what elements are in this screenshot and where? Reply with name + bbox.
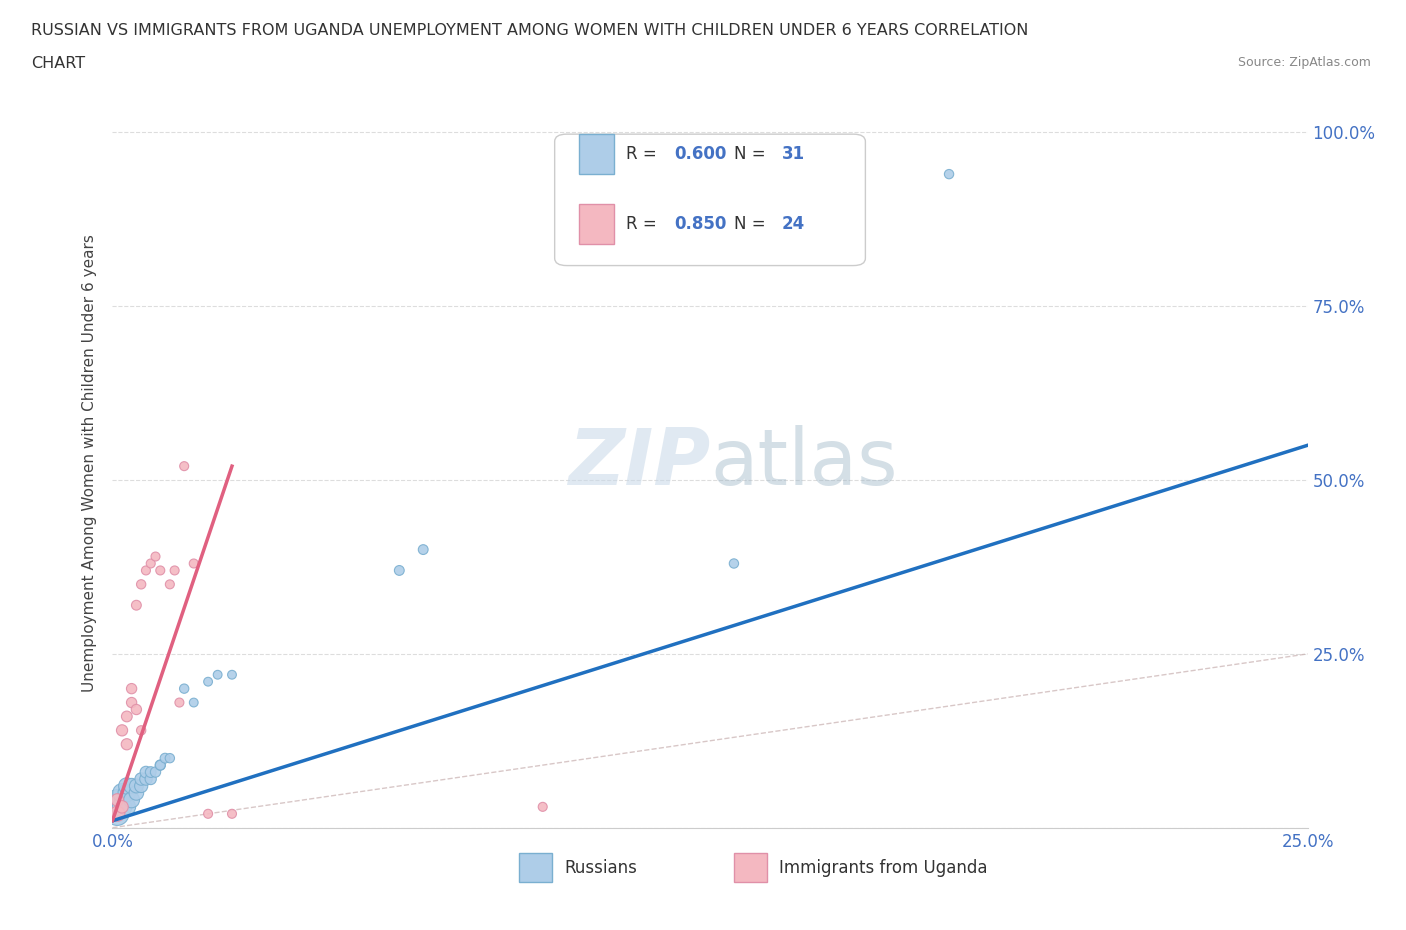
Point xyxy=(105,806,128,821)
Text: 0.850: 0.850 xyxy=(675,215,727,232)
Point xyxy=(115,800,138,815)
Point xyxy=(125,702,148,717)
Point xyxy=(149,758,172,773)
Text: CHART: CHART xyxy=(31,56,84,71)
Point xyxy=(183,556,205,571)
Point xyxy=(105,792,128,807)
Point xyxy=(159,577,181,591)
Point xyxy=(121,681,143,696)
FancyBboxPatch shape xyxy=(579,204,614,244)
Text: N =: N = xyxy=(734,215,770,232)
Point xyxy=(115,709,138,724)
FancyBboxPatch shape xyxy=(519,853,553,883)
Point xyxy=(173,458,195,473)
Text: RUSSIAN VS IMMIGRANTS FROM UGANDA UNEMPLOYMENT AMONG WOMEN WITH CHILDREN UNDER 6: RUSSIAN VS IMMIGRANTS FROM UGANDA UNEMPL… xyxy=(31,23,1028,38)
Point xyxy=(111,800,134,815)
Point xyxy=(412,542,434,557)
FancyBboxPatch shape xyxy=(579,134,614,174)
Point xyxy=(129,723,152,737)
Point xyxy=(723,556,745,571)
Point xyxy=(531,800,554,815)
Text: Source: ZipAtlas.com: Source: ZipAtlas.com xyxy=(1237,56,1371,69)
Point xyxy=(139,556,162,571)
Point xyxy=(197,806,219,821)
Point xyxy=(115,778,138,793)
Point xyxy=(135,563,157,578)
Point xyxy=(169,695,191,710)
Point xyxy=(153,751,176,765)
Point xyxy=(163,563,186,578)
Point xyxy=(207,668,229,683)
Point xyxy=(145,549,167,564)
Point xyxy=(183,695,205,710)
Point xyxy=(111,786,134,801)
Point xyxy=(129,772,152,787)
Text: Russians: Russians xyxy=(564,858,637,877)
Point xyxy=(121,792,143,807)
Point xyxy=(221,806,243,821)
Text: R =: R = xyxy=(627,215,662,232)
Text: 31: 31 xyxy=(782,145,804,164)
Point xyxy=(197,674,219,689)
Point xyxy=(121,778,143,793)
Point xyxy=(111,800,134,815)
Point xyxy=(121,695,143,710)
Point xyxy=(115,786,138,801)
Point xyxy=(149,758,172,773)
Point xyxy=(111,723,134,737)
Text: Immigrants from Uganda: Immigrants from Uganda xyxy=(779,858,988,877)
Point xyxy=(221,668,243,683)
Point xyxy=(135,772,157,787)
Point xyxy=(129,577,152,591)
Point xyxy=(105,792,128,807)
Point xyxy=(125,786,148,801)
Point xyxy=(149,563,172,578)
Text: 0.600: 0.600 xyxy=(675,145,727,164)
Point xyxy=(388,563,411,578)
Text: ZIP: ZIP xyxy=(568,425,710,500)
Point xyxy=(139,764,162,779)
Point xyxy=(173,681,195,696)
Y-axis label: Unemployment Among Women with Children Under 6 years: Unemployment Among Women with Children U… xyxy=(82,233,97,692)
FancyBboxPatch shape xyxy=(554,134,866,266)
Point xyxy=(145,764,167,779)
Point xyxy=(125,778,148,793)
Point xyxy=(115,737,138,751)
Point xyxy=(125,598,148,613)
Point xyxy=(129,778,152,793)
Point xyxy=(139,772,162,787)
Point xyxy=(938,166,960,181)
Point xyxy=(135,764,157,779)
Text: 24: 24 xyxy=(782,215,806,232)
Text: atlas: atlas xyxy=(710,425,897,500)
Text: R =: R = xyxy=(627,145,662,164)
FancyBboxPatch shape xyxy=(734,853,768,883)
Point xyxy=(105,806,128,821)
Point xyxy=(159,751,181,765)
Text: N =: N = xyxy=(734,145,770,164)
